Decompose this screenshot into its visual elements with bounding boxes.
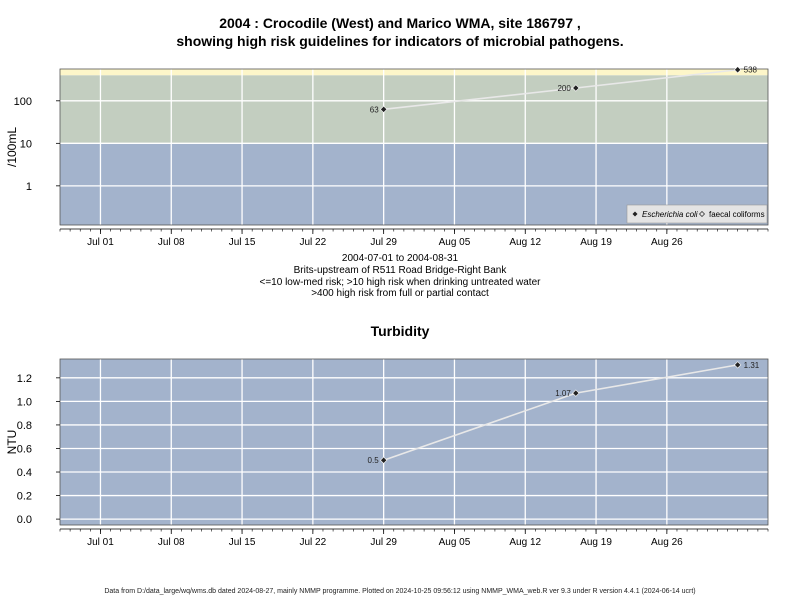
x-tick-label-6: Aug 12 (509, 237, 541, 248)
y-tick-label-1: 0.2 (17, 491, 32, 503)
x-tick-label-8: Aug 26 (651, 237, 683, 248)
turbidity-chart: 0.0 0.2 0.4 0.6 0.8 1.0 1.2 NTU Jul 01 Jul 08 Jul … (5, 358, 769, 548)
x-tick-label-2: Jul 15 (229, 237, 256, 248)
date-range-text: 2004-07-01 to 2004-08-31 (341, 253, 459, 264)
x-tick-label-1: Jul 08 (158, 537, 185, 548)
plot-frame (59, 358, 769, 526)
x-tick-label-5: Aug 05 (439, 237, 471, 248)
y-tick-label-2: 100 (14, 96, 32, 108)
chart-title-line-2: showing high risk guidelines for indicat… (176, 33, 624, 49)
y-tick-label-3: 0.6 (17, 443, 32, 455)
x-tick-label-3: Jul 22 (300, 237, 327, 248)
y-axis-title: NTU (5, 430, 19, 455)
x-tick-label-7: Aug 19 (580, 237, 612, 248)
x-tick-label-2: Jul 15 (229, 537, 256, 548)
data-label-2: 1.31 (744, 361, 760, 370)
x-tick-label-8: Aug 26 (651, 537, 683, 548)
risk-band-1 (60, 75, 768, 144)
legend-label-0: Escherichia coli (642, 210, 698, 219)
x-tick-label-7: Aug 19 (580, 537, 612, 548)
risk-guideline-text-1: <=10 low-med risk; >10 high risk when dr… (259, 277, 541, 288)
y-tick-label-4: 0.8 (17, 420, 32, 432)
data-point-0 (380, 105, 388, 113)
data-label-1: 200 (557, 84, 571, 93)
x-tick-label-5: Aug 05 (439, 537, 471, 548)
ecoli-chart: 1 10 100/100mL Jul 01 Jul 08 Jul 15 Jul 22 Jul … (5, 66, 769, 248)
x-tick-label-1: Jul 08 (158, 237, 185, 248)
x-tick-label-0: Jul 01 (87, 537, 114, 548)
plot-background (60, 359, 768, 525)
data-label-0: 0.5 (368, 456, 380, 465)
y-tick-label-5: 1.0 (17, 396, 32, 408)
data-point-2 (734, 66, 742, 74)
data-point-0 (380, 456, 388, 464)
legend-box (626, 204, 768, 224)
data-point-1 (572, 389, 580, 397)
y-tick-label-0: 0.0 (17, 514, 32, 526)
footer-note: Data from D:/data_large/wq/wms.db dated … (104, 588, 696, 595)
x-tick-label-0: Jul 01 (87, 237, 114, 248)
turbidity-title: Turbidity (370, 323, 430, 339)
x-tick-label-4: Jul 29 (370, 537, 397, 548)
x-tick-label-6: Aug 12 (509, 537, 541, 548)
y-tick-label-0: 1 (26, 181, 32, 193)
y-tick-label-6: 1.2 (17, 373, 32, 385)
site-name-text: Brits-upstream of R511 Road Bridge-Right… (293, 265, 507, 276)
x-tick-label-4: Jul 29 (370, 237, 397, 248)
legend-marker-filled-diamond (632, 211, 638, 217)
data-label-0: 63 (370, 105, 379, 114)
risk-guideline-text-2: >400 high risk from full or partial cont… (311, 288, 489, 299)
data-point-2 (734, 361, 742, 369)
chart-title-line-1: 2004 : Crocodile (West) and Marico WMA, … (219, 15, 581, 31)
risk-band-2 (60, 69, 768, 76)
legend-marker-open-diamond (699, 211, 705, 217)
data-label-1: 1.07 (555, 389, 571, 398)
y-tick-label-2: 0.4 (17, 467, 32, 479)
y-axis-title: /100mL (5, 127, 19, 167)
plot-frame (59, 68, 769, 226)
y-tick-label-1: 10 (20, 138, 32, 150)
data-point-1 (572, 84, 580, 92)
data-label-2: 538 (744, 66, 758, 75)
x-tick-label-3: Jul 22 (300, 537, 327, 548)
legend-label-1: faecal coliforms (709, 210, 765, 219)
